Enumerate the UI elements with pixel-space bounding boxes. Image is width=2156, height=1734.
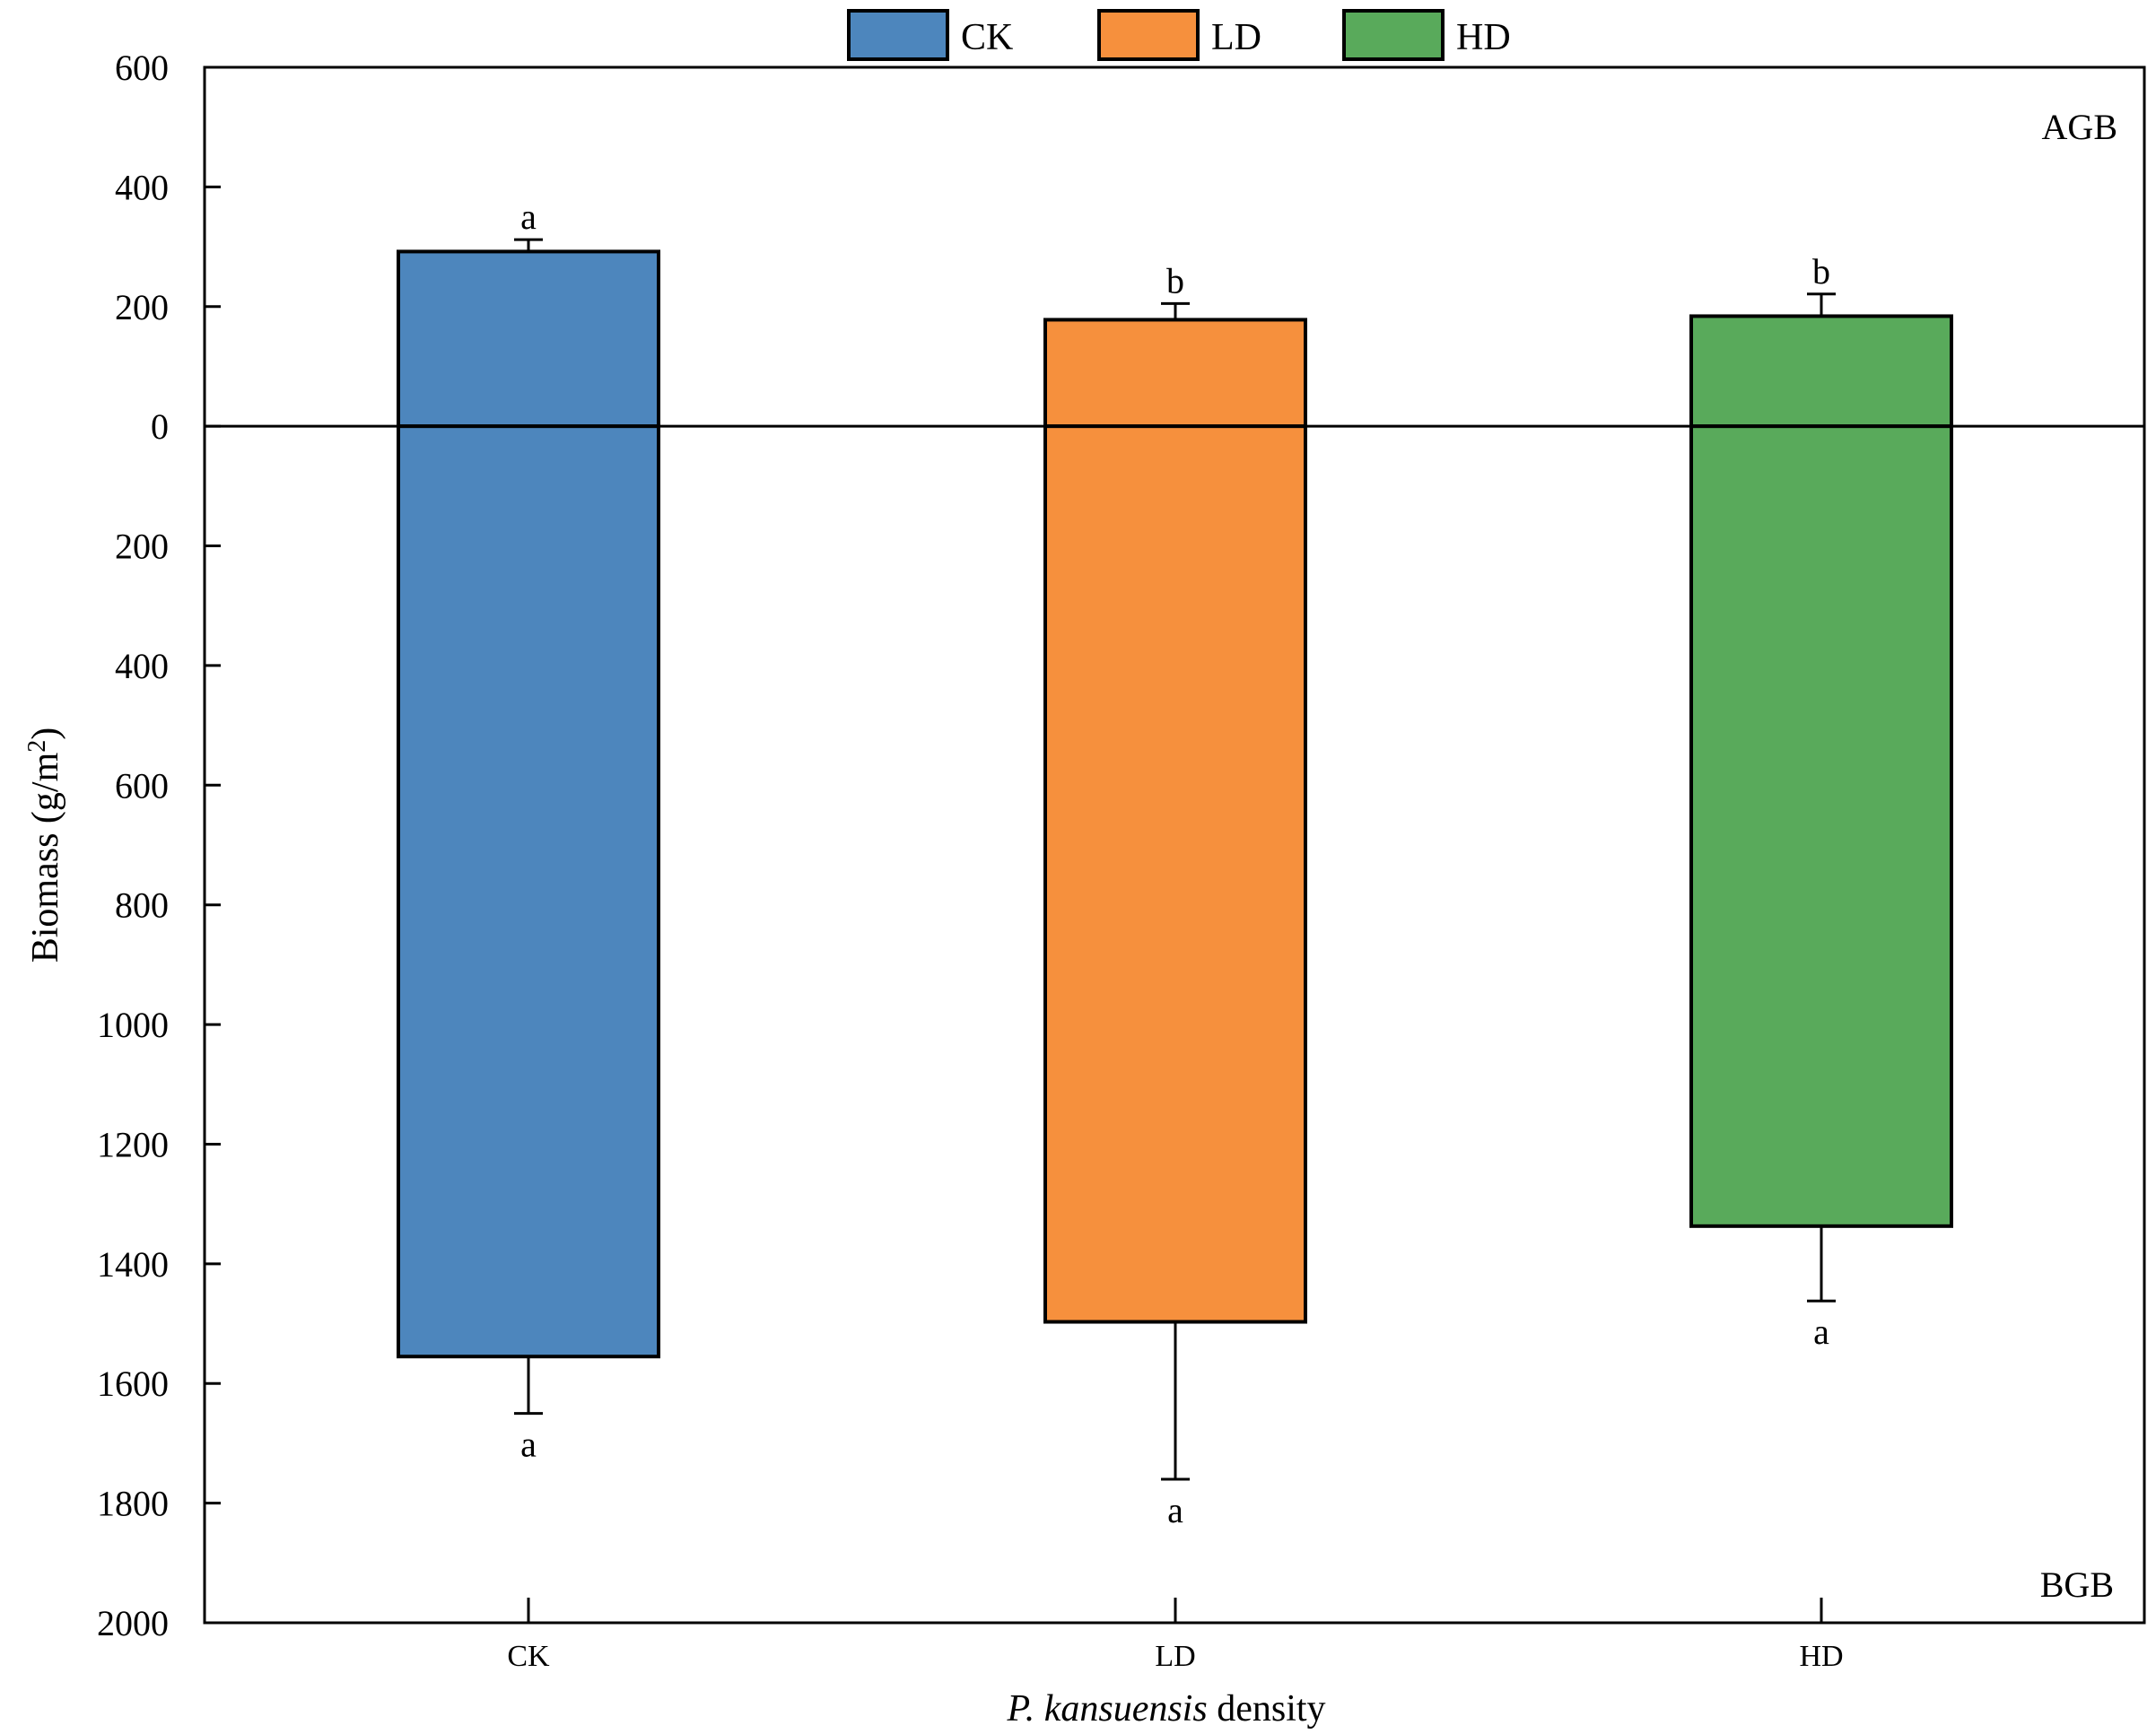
y-tick-label: 400 xyxy=(115,646,169,686)
sig-letter-agb-ld: b xyxy=(1166,260,1184,301)
y-tick-label: 1800 xyxy=(97,1484,169,1524)
legend-swatch-hd xyxy=(1342,9,1445,61)
y-axis: 6004002000200400600800100012001400160018… xyxy=(97,48,221,1643)
bar-agb-hd xyxy=(1689,314,1953,429)
y-tick-label: 0 xyxy=(151,406,169,447)
y-tick-label: 600 xyxy=(115,765,169,806)
y-tick-label: 2000 xyxy=(97,1603,169,1643)
legend-label-ck: CK xyxy=(961,17,1013,58)
bar-agb-ck xyxy=(397,249,660,429)
legend-label-ld: LD xyxy=(1211,17,1261,58)
bar-bgb-hd xyxy=(1689,424,1953,1228)
error-bars xyxy=(514,238,1836,1481)
x-axis-title-rest: density xyxy=(1208,1688,1326,1730)
x-tick-label: LD xyxy=(1155,1640,1195,1673)
y-tick-label: 1000 xyxy=(97,1005,169,1045)
y-tick-label: 800 xyxy=(115,885,169,926)
bar-bgb-ld xyxy=(1043,424,1307,1324)
y-axis-title-main: Biomass (g/m xyxy=(25,752,66,963)
bars xyxy=(397,249,1953,1359)
panel-label-bgb: BGB xyxy=(2040,1564,2114,1605)
significance-letters: a a b a b a xyxy=(520,196,1830,1530)
y-tick-label: 400 xyxy=(115,167,169,207)
y-tick-label: 600 xyxy=(115,48,169,88)
sig-letter-bgb-ck: a xyxy=(520,1425,537,1465)
y-tick-label: 200 xyxy=(115,527,169,567)
legend-label-hd: HD xyxy=(1456,17,1511,58)
y-tick-label: 1200 xyxy=(97,1124,169,1164)
x-tick-label: CK xyxy=(507,1640,550,1673)
legend-swatch-ck xyxy=(847,9,949,61)
y-tick-label: 200 xyxy=(115,287,169,327)
sig-letter-agb-ck: a xyxy=(520,196,537,237)
x-axis: CK LD HD xyxy=(507,1598,1844,1673)
y-axis-title: Biomass (g/m2) xyxy=(23,728,66,963)
x-axis-title: P. kansuensis density xyxy=(1006,1688,1325,1730)
sig-letter-agb-hd: b xyxy=(1812,251,1830,292)
x-axis-title-italic: P. kansuensis xyxy=(1006,1688,1207,1730)
y-axis-title-close: ) xyxy=(25,728,66,740)
x-tick-label: HD xyxy=(1799,1640,1843,1673)
sig-letter-bgb-ld: a xyxy=(1167,1490,1183,1530)
y-axis-title-superscript: 2 xyxy=(23,740,51,753)
y-tick-label: 1400 xyxy=(97,1244,169,1285)
panel-label-agb: AGB xyxy=(2042,107,2117,147)
sig-letter-bgb-hd: a xyxy=(1813,1311,1829,1352)
bar-bgb-ck xyxy=(397,424,660,1359)
bar-agb-ld xyxy=(1043,318,1307,429)
legend-swatch-ld xyxy=(1097,9,1200,61)
y-tick-label: 1600 xyxy=(97,1364,169,1404)
legend: CK LD HD xyxy=(847,9,1511,61)
